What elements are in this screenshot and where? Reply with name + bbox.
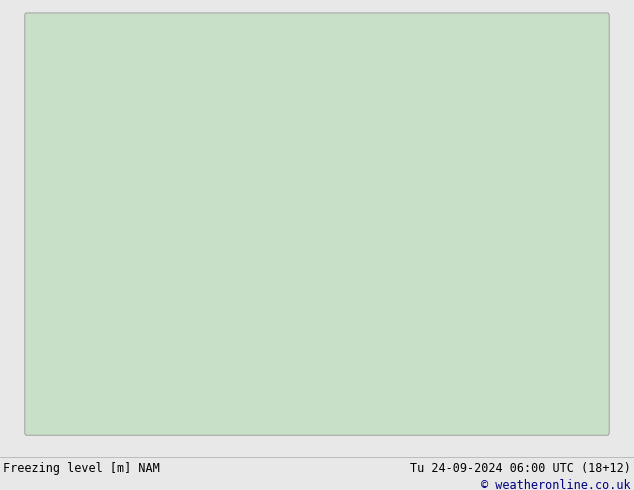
Text: Freezing level [m] NAM: Freezing level [m] NAM: [3, 462, 160, 475]
FancyBboxPatch shape: [25, 13, 609, 435]
Text: Tu 24-09-2024 06:00 UTC (18+12): Tu 24-09-2024 06:00 UTC (18+12): [410, 462, 631, 475]
Text: © weatheronline.co.uk: © weatheronline.co.uk: [481, 479, 631, 490]
